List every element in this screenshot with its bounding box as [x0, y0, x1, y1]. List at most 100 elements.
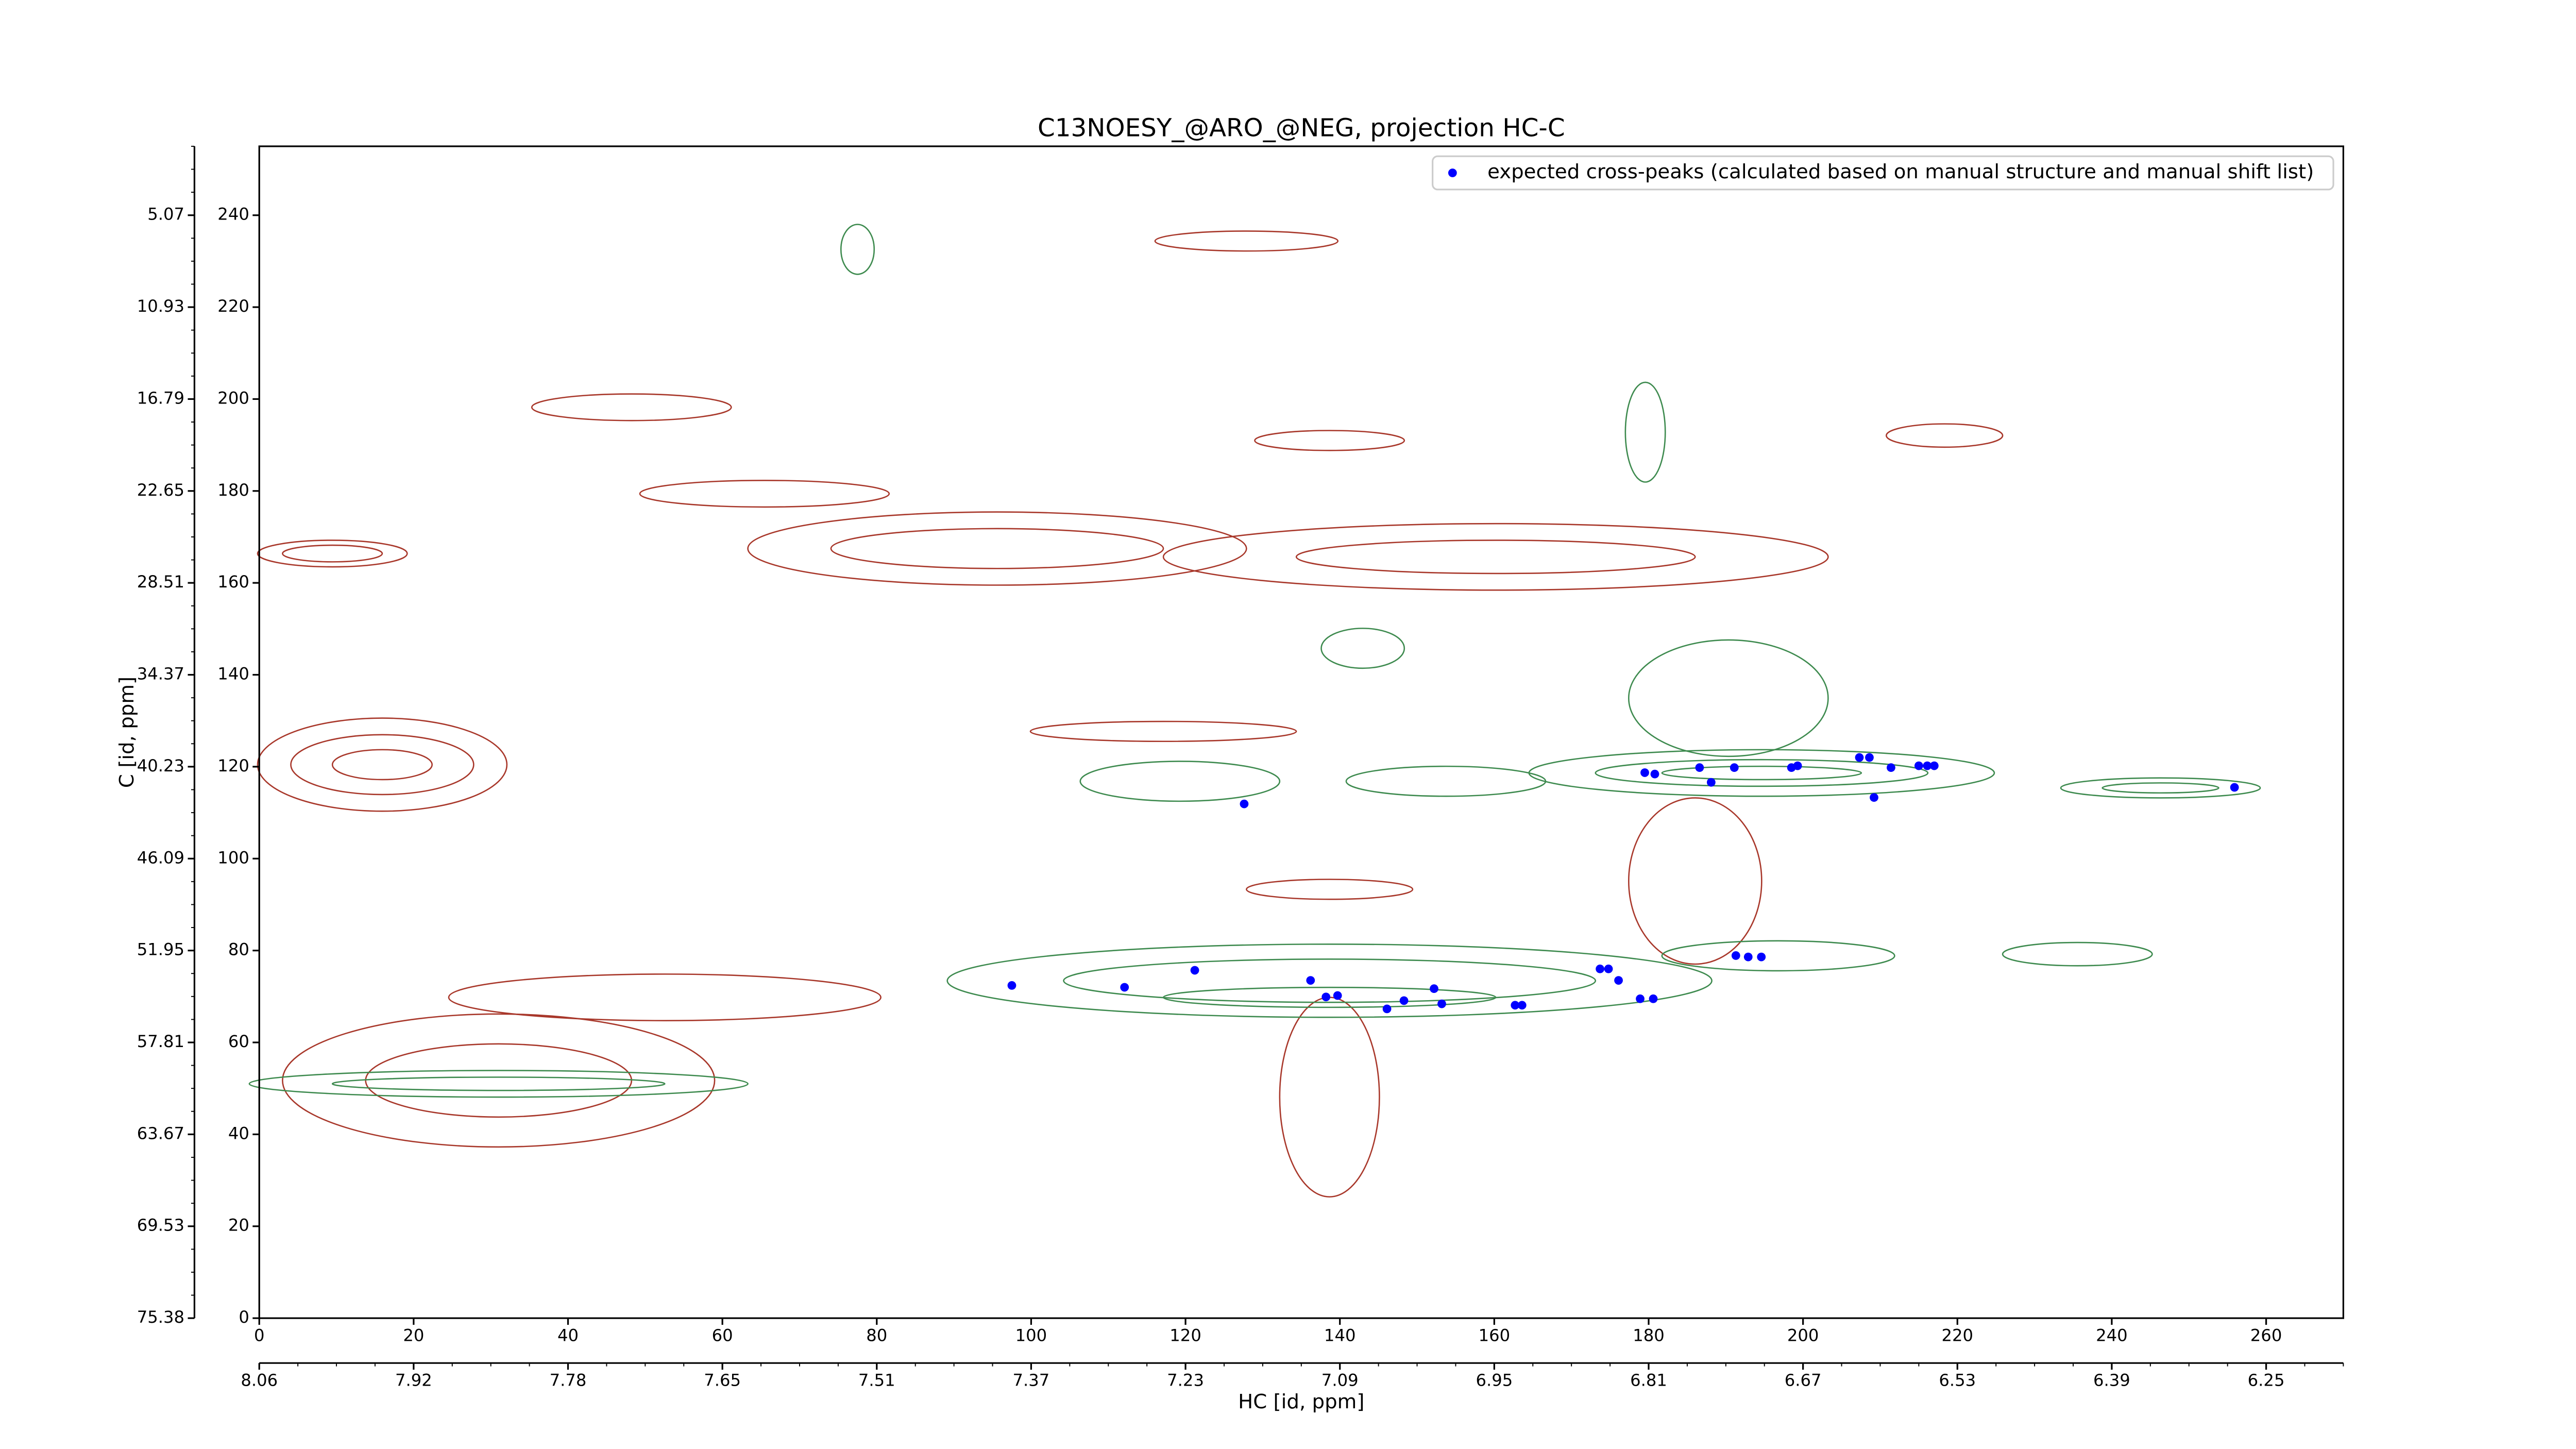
cross-peak-marker [1865, 753, 1874, 762]
y-tick-label: 0 [239, 1307, 249, 1327]
cross-peak-marker [1695, 763, 1704, 772]
cross-peak-marker [1306, 976, 1315, 985]
x-tick-label: 240 [2096, 1326, 2128, 1345]
cross-peak-marker [1190, 966, 1199, 975]
y-tick-label: 160 [217, 572, 249, 592]
y2-tick-label: 40.23 [137, 756, 184, 776]
x-tick-label: 260 [2250, 1326, 2282, 1345]
y-tick-label: 220 [217, 296, 249, 316]
y2-tick-label: 16.79 [137, 388, 184, 408]
cross-peak-marker [1614, 976, 1623, 985]
y2-tick-label: 10.93 [137, 296, 184, 316]
x2-tick-label: 6.67 [1785, 1371, 1822, 1390]
y-tick-label: 100 [217, 848, 249, 867]
y-tick-label: 40 [228, 1123, 249, 1143]
x2-tick-label: 7.65 [704, 1371, 741, 1390]
x2-tick-label: 6.81 [1630, 1371, 1667, 1390]
x-tick-label: 140 [1324, 1326, 1356, 1345]
cross-peak-marker [1382, 1004, 1392, 1014]
x-tick-label: 80 [866, 1326, 887, 1345]
x-tick-label: 60 [712, 1326, 733, 1345]
x2-tick-label: 7.78 [550, 1371, 587, 1390]
y2-tick-label: 46.09 [137, 848, 184, 867]
cross-peak-marker [1604, 964, 1613, 973]
y2-tick-label: 69.53 [137, 1216, 184, 1235]
cross-peak-marker [1650, 769, 1659, 779]
cross-peak-marker [1511, 1001, 1520, 1010]
y2-tick-label: 28.51 [137, 572, 184, 592]
y-tick-label: 180 [217, 480, 249, 500]
y-tick-label: 60 [228, 1032, 249, 1051]
cross-peak-marker [1596, 964, 1604, 973]
x-tick-label: 0 [254, 1326, 265, 1345]
cross-peak-marker [1321, 992, 1331, 1002]
contour-band [248, 224, 2261, 1098]
x2-tick-label: 6.53 [1939, 1371, 1976, 1390]
cross-peak-marker [2230, 783, 2239, 792]
y-tick-label: 120 [217, 756, 249, 776]
y2-tick-label: 57.81 [137, 1032, 184, 1051]
cross-peak-marker [1640, 768, 1649, 777]
cross-peak-marker [1437, 999, 1446, 1008]
y-tick-label: 20 [228, 1216, 249, 1235]
x2-tick-label: 6.39 [2093, 1371, 2130, 1390]
cross-peak-marker [1333, 991, 1342, 1000]
x-tick-label: 160 [1479, 1326, 1511, 1345]
cross-peak-marker [1870, 793, 1878, 802]
x2-tick-label: 7.51 [858, 1371, 895, 1390]
cross-peak-marker [1757, 952, 1766, 962]
contour-band [257, 230, 2004, 1198]
cross-peak-marker [1923, 761, 1932, 770]
y2-tick-label: 75.38 [137, 1307, 184, 1327]
cross-peak-marker [1007, 981, 1016, 990]
x2-tick-label: 6.95 [1476, 1371, 1513, 1390]
x-tick-label: 180 [1633, 1326, 1665, 1345]
y-axis-label: C [id, ppm] [115, 677, 139, 788]
x-tick-label: 120 [1170, 1326, 1201, 1345]
legend-marker [1448, 169, 1457, 177]
x-axis-label: HC [id, ppm] [1238, 1390, 1364, 1413]
y2-tick-label: 34.37 [137, 664, 184, 684]
cross-peak-marker [1793, 761, 1802, 770]
cross-peak-marker [1914, 761, 1923, 770]
cross-peak-marker [1730, 763, 1739, 772]
y-tick-label: 80 [228, 940, 249, 959]
cross-peak-marker [1649, 994, 1658, 1003]
contour-layer [248, 224, 2261, 1198]
cross-peak-marker [1430, 984, 1438, 993]
x-tick-label: 100 [1015, 1326, 1047, 1345]
legend-box [1432, 155, 2334, 191]
cross-peak-marker [1929, 761, 1939, 770]
plot-frame [258, 145, 2344, 1319]
cross-peak-marker [1887, 763, 1895, 772]
y2-tick-label: 63.67 [137, 1123, 184, 1143]
cross-peak-marker [1855, 753, 1864, 762]
y-tick-label: 240 [217, 205, 249, 224]
chart-title: C13NOESY_@ARO_@NEG, projection HC-C [1038, 114, 1565, 143]
cross-peak-marker [1240, 799, 1249, 808]
x2-tick-label: 7.92 [395, 1371, 432, 1390]
x2-tick-label: 7.23 [1167, 1371, 1204, 1390]
y-tick-label: 140 [217, 664, 249, 684]
cross-peak-marker [1120, 983, 1129, 992]
legend-label: expected cross-peaks (calculated based o… [1487, 160, 2314, 183]
cross-peak-marker [1517, 1001, 1527, 1010]
cross-peak-marker [1743, 952, 1753, 962]
x-tick-label: 220 [1942, 1326, 1974, 1345]
y2-tick-label: 22.65 [137, 480, 184, 500]
cross-peak-marker [1731, 951, 1740, 960]
cross-peak-marker [1636, 994, 1645, 1003]
x-tick-label: 40 [557, 1326, 579, 1345]
x2-tick-label: 7.37 [1013, 1371, 1050, 1390]
x-tick-label: 200 [1787, 1326, 1819, 1345]
y2-tick-label: 5.07 [147, 205, 184, 224]
cross-peak-marker [1706, 778, 1716, 787]
x-tick-label: 20 [403, 1326, 424, 1345]
x2-tick-label: 7.09 [1321, 1371, 1359, 1390]
y2-tick-label: 51.95 [137, 940, 184, 959]
y-tick-label: 200 [217, 388, 249, 408]
cross-peak-marker [1399, 996, 1409, 1005]
x2-tick-label: 6.25 [2248, 1371, 2285, 1390]
